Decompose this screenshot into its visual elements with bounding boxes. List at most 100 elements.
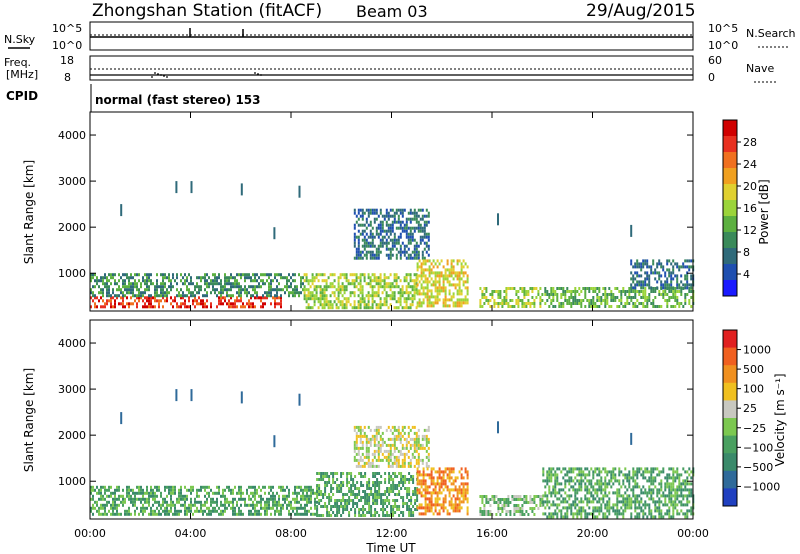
- power-cell: [399, 253, 402, 257]
- power-cell: [246, 291, 248, 295]
- velocity-cell: [399, 431, 402, 435]
- power-cell: [638, 293, 641, 296]
- velocity-cell: [104, 506, 106, 510]
- power-cell: [624, 305, 627, 308]
- power-cell: [379, 279, 382, 283]
- velocity-cell: [194, 500, 196, 504]
- velocity-cell: [350, 487, 353, 490]
- power-cell: [186, 279, 188, 283]
- power-cell: [220, 291, 222, 295]
- velocity-cell: [535, 504, 538, 507]
- velocity-cell: [618, 479, 621, 483]
- power-cell: [266, 296, 268, 300]
- velocity-cell: [612, 506, 615, 510]
- power-cell: [212, 285, 214, 289]
- velocity-cell: [584, 485, 587, 489]
- velocity-cell: [428, 509, 431, 513]
- velocity-cell: [126, 485, 128, 489]
- velocity-cell: [548, 470, 551, 474]
- velocity-cell: [454, 509, 457, 513]
- power-cell: [114, 279, 116, 283]
- power-cell: [423, 226, 426, 230]
- velocity-cell: [672, 467, 675, 471]
- power-cell: [426, 289, 429, 293]
- power-cell: [632, 305, 635, 308]
- velocity-cell: [286, 506, 288, 510]
- velocity-cell: [568, 470, 571, 474]
- power-cell: [422, 301, 425, 305]
- velocity-cell: [622, 509, 625, 513]
- power-cell: [666, 262, 669, 266]
- power-cell: [120, 204, 123, 217]
- power-cell: [550, 302, 553, 305]
- power-cell: [466, 298, 469, 302]
- power-cell: [250, 305, 252, 309]
- power-cell: [491, 293, 494, 296]
- power-cell: [369, 229, 372, 233]
- velocity-cell: [407, 461, 410, 465]
- velocity-cell: [134, 494, 136, 498]
- velocity-cell: [380, 493, 383, 496]
- power-cell: [252, 288, 254, 292]
- power-cell: [612, 293, 615, 296]
- velocity-cell: [481, 498, 484, 501]
- velocity-cell: [114, 488, 116, 492]
- velocity-cell: [650, 482, 653, 486]
- velocity-cell: [610, 473, 613, 477]
- velocity-cell: [444, 497, 447, 501]
- power-cell: [452, 268, 455, 272]
- power-cell: [234, 279, 236, 283]
- velocity-cell: [678, 494, 681, 498]
- power-cell: [212, 282, 214, 286]
- velocity-cell: [142, 494, 144, 498]
- power-cell: [403, 291, 406, 295]
- power-cell: [335, 306, 338, 310]
- velocity-cell: [186, 506, 188, 510]
- power-cell: [395, 211, 398, 215]
- velocity-cell: [326, 505, 329, 508]
- velocity-cell: [554, 479, 557, 483]
- power-cell: [138, 279, 140, 283]
- velocity-cell: [106, 500, 108, 504]
- power-cell: [456, 262, 459, 266]
- velocity-cell: [390, 508, 393, 511]
- velocity-cell: [434, 500, 437, 504]
- power-cell: [106, 285, 108, 289]
- velocity-cell: [582, 506, 585, 510]
- velocity-cell: [216, 503, 218, 507]
- velocity-cell: [541, 498, 544, 501]
- power-cell: [416, 274, 419, 278]
- velocity-cell: [100, 488, 102, 492]
- power-cell: [668, 259, 671, 263]
- colorbar-segment: [723, 470, 737, 489]
- velocity-cell: [348, 496, 351, 499]
- velocity-cell: [116, 497, 118, 501]
- power-cell: [160, 294, 162, 298]
- velocity-cell: [560, 512, 563, 516]
- power-cell: [420, 304, 423, 308]
- velocity-cell: [456, 503, 459, 507]
- power-cell: [658, 271, 661, 275]
- power-cell: [521, 305, 524, 308]
- velocity-cell: [448, 476, 451, 480]
- power-cell: [393, 273, 396, 277]
- power-cell: [636, 305, 639, 308]
- power-cell: [427, 220, 430, 224]
- power-cell: [292, 294, 294, 298]
- velocity-cell: [440, 485, 443, 489]
- power-cell: [122, 294, 124, 298]
- velocity-cell: [212, 491, 214, 495]
- velocity-cell: [614, 479, 617, 483]
- velocity-cell: [128, 497, 130, 501]
- power-cell: [614, 287, 617, 290]
- velocity-cell: [360, 514, 363, 517]
- velocity-cell: [176, 500, 178, 504]
- velocity-cell: [340, 484, 343, 487]
- power-cell: [100, 276, 102, 280]
- velocity-cell: [356, 496, 359, 499]
- velocity-cell: [282, 485, 284, 489]
- velocity-cell: [128, 488, 130, 492]
- velocity-cell: [102, 485, 104, 489]
- power-cell: [644, 287, 647, 290]
- velocity-cell: [250, 497, 252, 501]
